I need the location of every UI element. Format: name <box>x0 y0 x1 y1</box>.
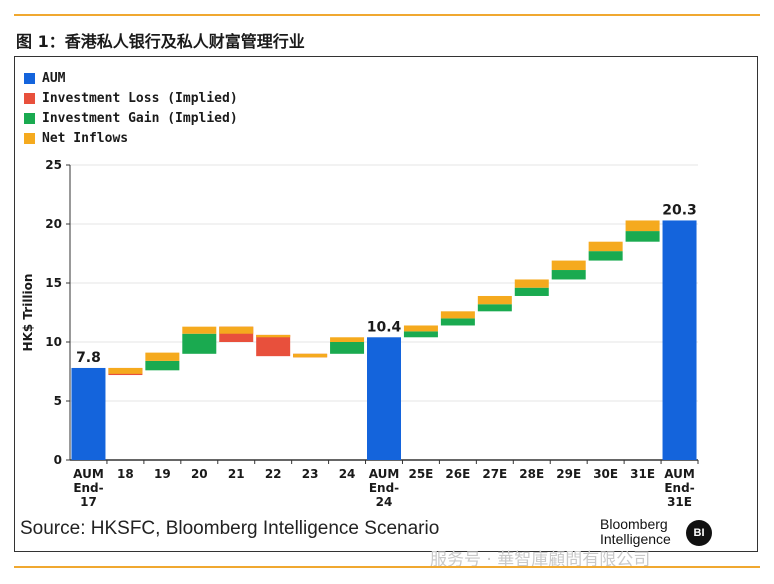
bar-investment-gain <box>440 318 475 326</box>
x-tick-label: 20 <box>191 467 208 481</box>
legend-swatch-gain <box>24 112 35 124</box>
bar-aum-total <box>367 337 401 460</box>
legend-item-inflow: Net Inflows <box>24 128 238 148</box>
x-tick-label: 30E <box>593 467 618 481</box>
bar-investment-gain <box>182 333 217 354</box>
bar-investment-gain <box>330 342 365 354</box>
bar-investment-gain <box>514 287 549 296</box>
bar-net-inflows <box>551 260 586 271</box>
bar-net-inflows <box>293 353 328 358</box>
x-tick-label: AUM <box>664 467 695 481</box>
source-note: Source: HKSFC, Bloomberg Intelligence Sc… <box>20 518 440 539</box>
y-tick-label: 25 <box>45 158 62 172</box>
bar-investment-gain <box>588 251 623 261</box>
bar-net-inflows <box>145 352 180 361</box>
y-tick-label: 15 <box>45 276 62 290</box>
legend-label-gain: Investment Gain (Implied) <box>42 110 238 126</box>
legend-label-inflow: Net Inflows <box>42 130 129 146</box>
legend-item-aum: AUM <box>24 68 238 88</box>
bar-investment-gain <box>145 360 180 371</box>
bar-investment-gain <box>403 331 438 338</box>
bar-net-inflows <box>440 311 475 319</box>
legend-label-aum: AUM <box>42 70 66 86</box>
x-tick-label: 22 <box>265 467 282 481</box>
top-accent-rule <box>14 14 760 16</box>
bar-net-inflows <box>256 334 291 338</box>
legend-item-gain: Investment Gain (Implied) <box>24 108 238 128</box>
bar-aum-total <box>71 367 106 460</box>
bar-investment-gain <box>477 304 512 312</box>
bar-net-inflows <box>588 241 623 252</box>
x-tick-label: 18 <box>117 467 134 481</box>
x-tick-label: AUM <box>73 467 104 481</box>
chart-panel <box>14 56 758 552</box>
bottom-accent-rule <box>14 566 760 568</box>
bar-net-inflows <box>219 326 254 334</box>
x-tick-label: 31E <box>667 495 692 509</box>
legend-item-loss: Investment Loss (Implied) <box>24 88 238 108</box>
x-tick-label: End- <box>369 481 399 495</box>
x-tick-label: 28E <box>519 467 544 481</box>
x-tick-label: 31E <box>630 467 655 481</box>
bar-net-inflows <box>108 367 143 374</box>
bar-net-inflows <box>514 279 549 288</box>
bar-net-inflows <box>403 325 438 332</box>
x-tick-label: 17 <box>80 495 97 509</box>
logo-line-1: Bloomberg <box>600 516 668 532</box>
x-tick-label: 29E <box>556 467 581 481</box>
bar-net-inflows <box>182 326 217 334</box>
y-tick-label: 0 <box>54 453 62 467</box>
x-tick-label: 25E <box>408 467 433 481</box>
bar-investment-gain <box>625 231 660 242</box>
bar-aum-total <box>662 220 697 460</box>
x-tick-label: AUM <box>369 467 400 481</box>
x-tick-label: End- <box>73 481 103 495</box>
legend-swatch-loss <box>24 92 35 104</box>
x-tick-label: 24 <box>339 467 356 481</box>
logo-line-2: Intelligence <box>600 531 671 547</box>
bloomberg-intelligence-logo: Bloomberg Intelligence BI <box>600 517 720 551</box>
legend-swatch-inflow <box>24 132 35 144</box>
figure-title: 图 1：香港私人银行及私人财富管理行业 <box>16 32 305 51</box>
chart-legend: AUM Investment Loss (Implied) Investment… <box>24 68 238 148</box>
x-tick-label: 21 <box>228 467 245 481</box>
bar-investment-loss <box>256 334 291 357</box>
bar-net-inflows <box>625 220 660 232</box>
legend-swatch-aum <box>24 72 35 84</box>
bar-investment-gain <box>551 270 586 280</box>
y-tick-label: 5 <box>54 394 62 408</box>
x-tick-label: 19 <box>154 467 171 481</box>
bar-data-label: 7.8 <box>76 350 101 366</box>
bar-net-inflows <box>330 337 365 342</box>
x-tick-label: 24 <box>376 495 393 509</box>
x-tick-label: 26E <box>445 467 470 481</box>
bi-badge-icon: BI <box>686 520 712 546</box>
x-tick-label: 27E <box>482 467 507 481</box>
bar-data-label: 10.4 <box>367 319 402 335</box>
bar-net-inflows <box>477 295 512 305</box>
y-tick-label: 10 <box>45 335 62 349</box>
x-tick-label: 23 <box>302 467 319 481</box>
x-tick-label: End- <box>664 481 694 495</box>
y-axis-title: HK$ Trillion <box>21 274 35 352</box>
watermark-text: 服务号 · 華智庫顧問有限公司 <box>430 550 651 570</box>
legend-label-loss: Investment Loss (Implied) <box>42 90 238 106</box>
bar-data-label: 20.3 <box>662 202 697 218</box>
y-tick-label: 20 <box>45 217 62 231</box>
